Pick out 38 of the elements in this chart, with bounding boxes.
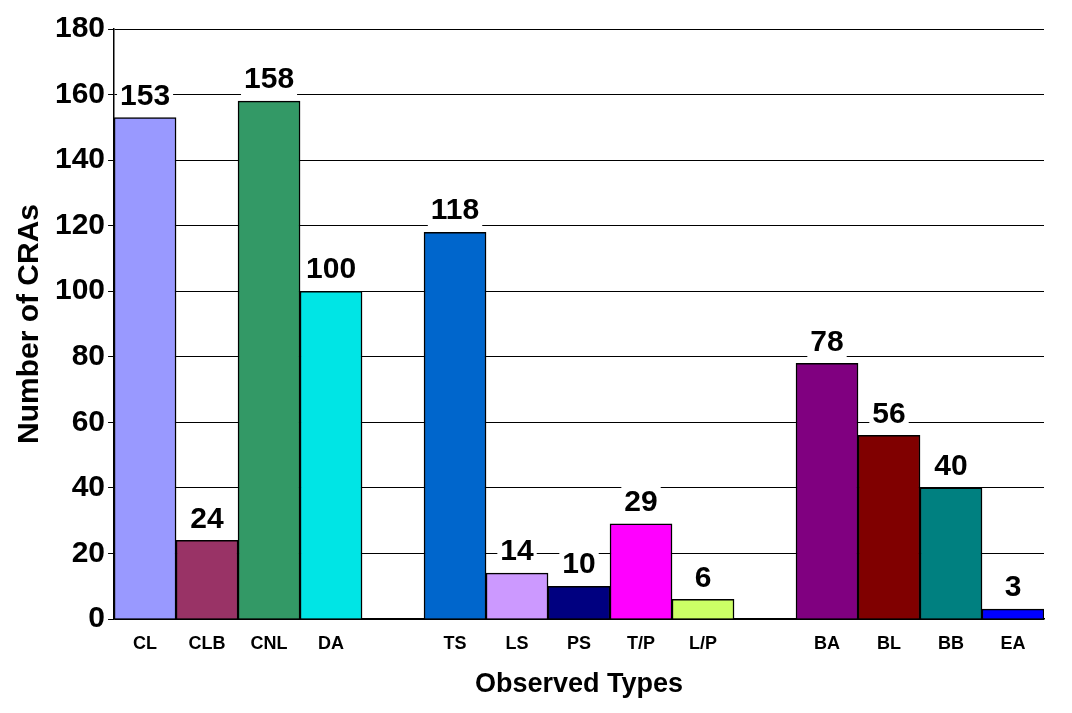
data-label: 78 (810, 323, 844, 357)
y-tick-label: 180 (54, 10, 106, 44)
data-label: 100 (306, 251, 357, 285)
x-tick-label: LS (505, 632, 529, 653)
x-tick-label: L/P (689, 632, 718, 653)
y-tick-label: 100 (54, 272, 106, 306)
data-label: 118 (430, 192, 480, 226)
x-tick-label: DA (318, 632, 345, 653)
x-tick-label: BL (877, 632, 902, 653)
x-tick-label: CNL (250, 632, 288, 653)
x-tick-label: CLB (188, 632, 226, 653)
y-tick-label: 140 (54, 141, 106, 175)
x-tick-label: T/P (627, 632, 656, 653)
data-label: 29 (624, 484, 658, 518)
y-tick-label: 160 (54, 75, 106, 109)
y-tick-label: 40 (71, 469, 106, 503)
data-label: 40 (934, 448, 968, 482)
y-tick-label: 120 (54, 206, 106, 240)
x-axis-title: Observed Types (474, 668, 684, 699)
data-label: 6 (694, 559, 712, 593)
data-label: 10 (562, 546, 596, 580)
data-label: 14 (500, 533, 535, 567)
y-tick-label: 60 (71, 403, 106, 437)
x-tick-label: PS (567, 632, 592, 653)
data-label: 153 (120, 77, 171, 111)
data-label: 3 (1004, 569, 1022, 603)
x-tick-label: BB (938, 632, 965, 653)
y-tick-label: 0 (88, 600, 106, 634)
y-tick-label: 80 (71, 338, 106, 372)
y-axis-title: Number of CRAs (11, 203, 45, 445)
x-tick-label: TS (443, 632, 467, 653)
data-label: 56 (872, 395, 906, 429)
data-label: 158 (244, 61, 295, 95)
x-tick-label: BA (814, 632, 841, 653)
x-tick-label: EA (1000, 632, 1026, 653)
y-tick-label: 20 (71, 534, 106, 568)
x-tick-label: CL (133, 632, 158, 653)
data-label: 24 (190, 500, 225, 534)
